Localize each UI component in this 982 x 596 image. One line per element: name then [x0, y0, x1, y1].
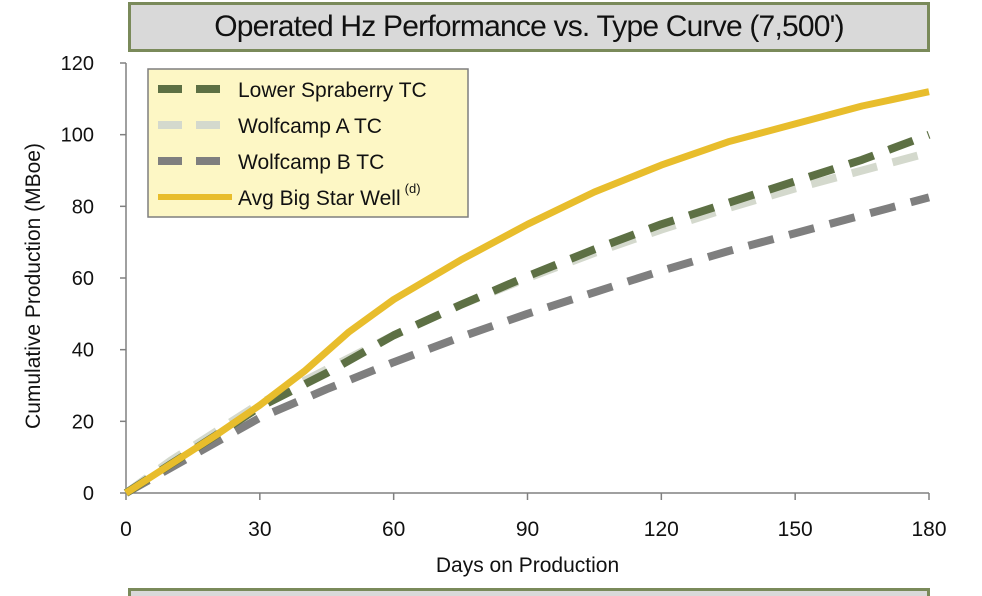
series-line-2 [124, 193, 931, 497]
y-tick-label: 40 [72, 340, 94, 362]
series-line-3 [124, 88, 930, 496]
legend-label-1: Wolfcamp A TC [238, 115, 382, 138]
y-tick-label: 0 [83, 483, 94, 505]
series-line-0 [123, 130, 931, 497]
x-tick-label: 180 [911, 518, 946, 541]
y-tick-label: 80 [72, 196, 94, 218]
x-tick-label: 150 [778, 518, 813, 541]
x-tick-label: 120 [644, 518, 679, 541]
x-tick-label: 0 [120, 518, 132, 541]
legend-box [147, 68, 469, 218]
y-tick-label: 120 [61, 53, 94, 75]
y-tick-label: 100 [61, 125, 94, 147]
legend-label-2: Wolfcamp B TC [238, 151, 384, 174]
x-axis-title: Days on Production [436, 554, 619, 577]
chart-title-box: Operated Hz Performance vs. Type Curve (… [128, 2, 930, 52]
legend-superscript: (d) [405, 181, 421, 196]
legend-label-0: Lower Spraberry TC [238, 79, 427, 102]
footer-box [128, 588, 930, 596]
x-tick-label: 90 [516, 518, 539, 541]
x-tick-label: 60 [382, 518, 405, 541]
y-tick-label: 20 [72, 411, 94, 433]
x-tick-label: 30 [248, 518, 271, 541]
y-tick-label: 60 [72, 268, 94, 290]
chart-title: Operated Hz Performance vs. Type Curve (… [214, 10, 844, 43]
y-axis-title: Cumulative Production (MBoe) [22, 143, 45, 429]
